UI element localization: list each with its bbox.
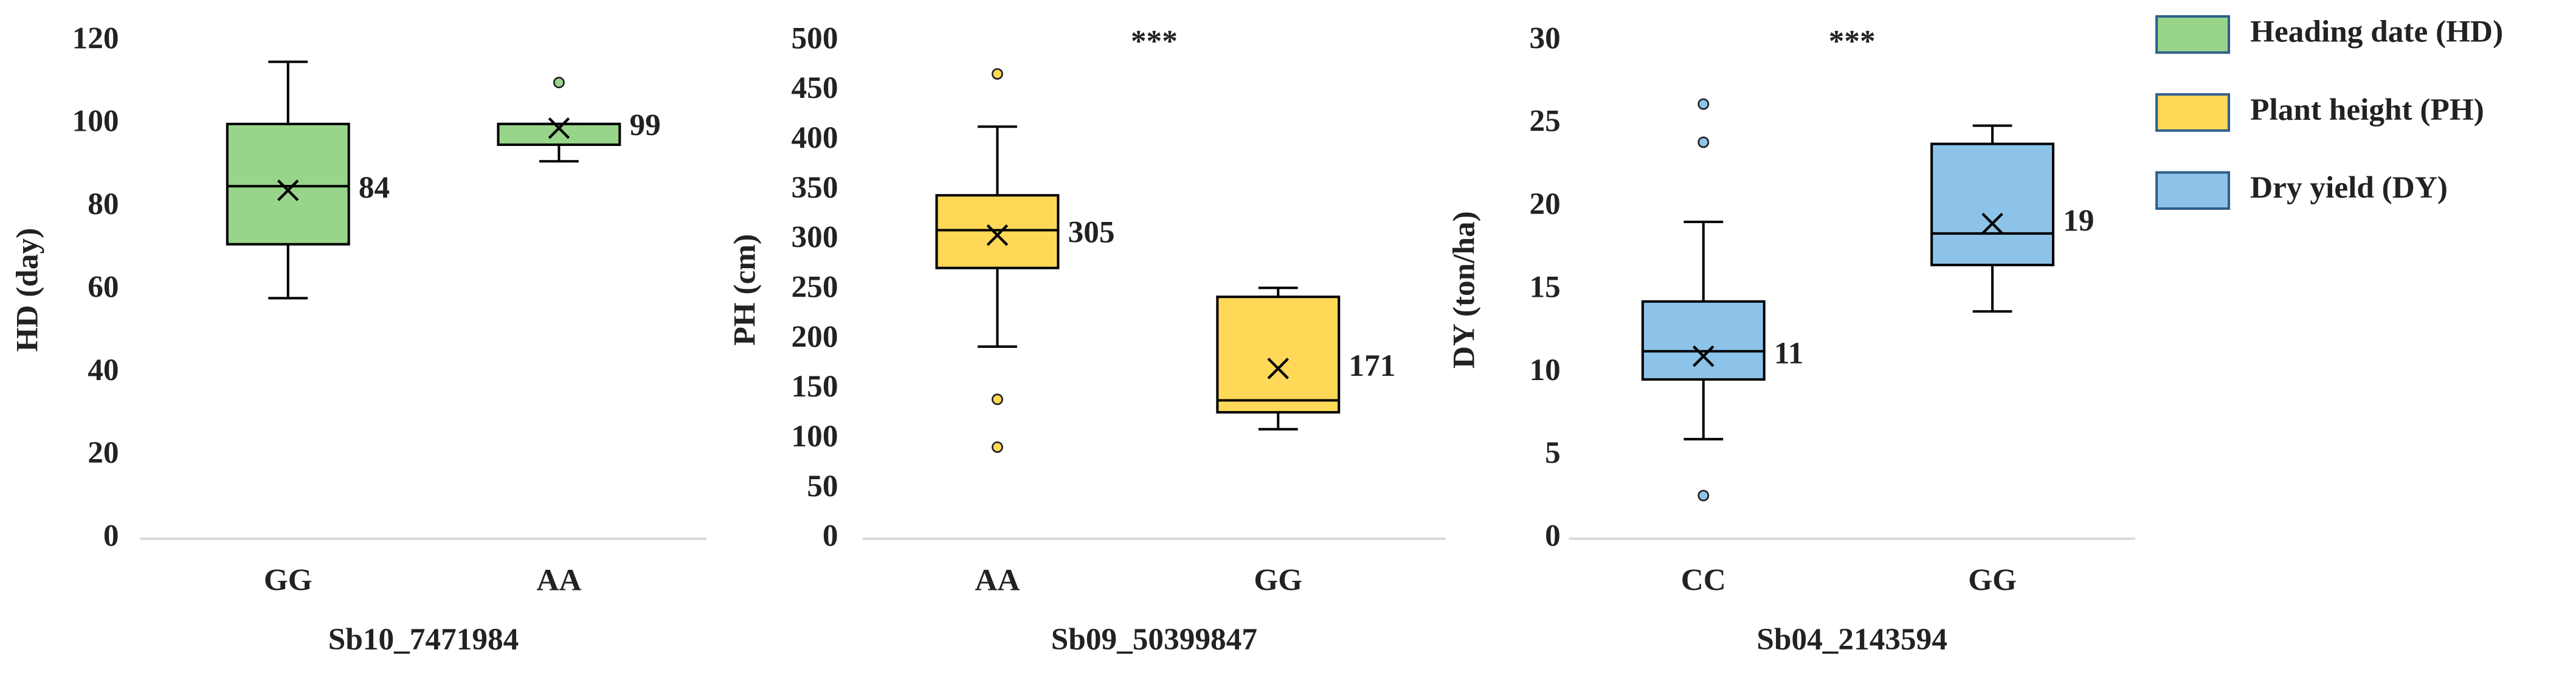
x-axis-label: Sb09_50399847 [1051,622,1257,657]
outlier [992,68,1003,80]
x-tick-label: CC [1681,563,1726,598]
y-tick-label: 150 [792,369,838,404]
box-plot [1216,286,1341,431]
y-tick-label: 60 [88,269,119,304]
outlier [1697,98,1710,110]
y-tick-label: 250 [792,269,838,304]
y-axis-label: HD (day) [10,228,45,352]
box-plot [1930,124,2055,313]
box-plot [1641,98,1766,502]
significance: *** [1131,24,1178,59]
y-tick-label: 350 [792,170,838,205]
x-axis-label: Sb04_2143594 [1756,622,1947,657]
x-tick-label: AA [536,563,581,598]
legend-swatch [2155,15,2231,54]
y-tick-label: 20 [88,435,119,470]
mean-marker [1981,212,2003,235]
mean-label: 305 [1068,215,1115,249]
y-tick-label: 0 [103,519,119,553]
mean-marker [548,117,570,139]
box-plot [226,60,350,300]
outlier [1697,136,1710,148]
y-tick-label: 450 [792,71,838,105]
mean-marker [1693,345,1714,367]
significance: *** [1829,24,1876,59]
y-tick-label: 300 [792,220,838,255]
x-tick-label: GG [264,563,313,598]
x-axis-label: Sb10_7471984 [328,622,519,657]
legend-label: Plant height (PH) [2250,92,2484,127]
outlier [992,393,1003,406]
outlier [1697,490,1710,502]
y-tick-label: 100 [792,419,838,454]
legend-label: Dry yield (DY) [2250,170,2448,205]
y-tick-label: 20 [1530,187,1561,221]
y-tick-label: 80 [88,187,119,221]
y-tick-label: 120 [72,21,119,55]
box [1641,300,1766,381]
y-tick-label: 0 [823,519,838,553]
box [226,122,350,246]
y-tick-label: 25 [1530,104,1561,139]
legend-swatch [2155,93,2231,132]
y-tick-label: 500 [792,21,838,55]
box [935,194,1060,269]
mean-marker [986,224,1009,246]
y-tick-label: 50 [807,469,838,504]
legend-label: Heading date (HD) [2250,14,2503,49]
mean-marker [1267,358,1290,379]
y-tick-label: 30 [1530,21,1561,55]
x-tick-label: GG [1254,563,1302,598]
mean-label: 84 [359,170,390,205]
y-tick-label: 200 [792,319,838,354]
box [1930,142,2055,266]
box-plot [935,68,1060,453]
y-tick-label: 15 [1530,269,1561,304]
outlier [992,441,1003,453]
x-tick-label: GG [1968,563,2017,598]
box [1216,296,1341,414]
mean-label: 171 [1348,348,1395,383]
x-tick-label: AA [975,563,1020,598]
box-plot [497,77,621,163]
y-tick-label: 10 [1530,353,1561,387]
mean-label: 99 [630,108,661,143]
mean-marker [277,179,299,201]
y-tick-label: 0 [1545,519,1561,553]
y-tick-label: 400 [792,120,838,155]
mean-label: 11 [1774,336,1803,371]
outlier [553,77,565,89]
y-axis-label: PH (cm) [728,234,762,346]
y-tick-label: 100 [72,104,119,139]
y-axis-label: DY (ton/ha) [1447,211,1482,369]
mean-label: 19 [2063,203,2094,238]
y-tick-label: 40 [88,353,119,387]
legend-swatch [2155,171,2231,210]
y-tick-label: 5 [1545,435,1561,470]
